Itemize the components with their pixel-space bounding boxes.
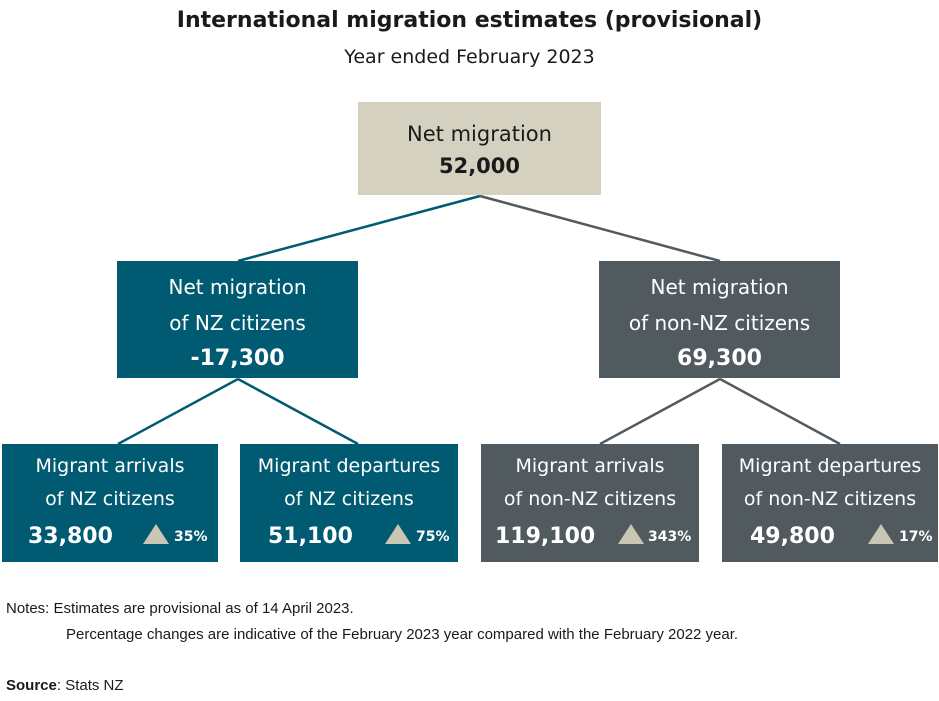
non-nz-departures-change: 17% [899,529,933,545]
nz-arrivals-box: Migrant arrivals of NZ citizens 33,800 3… [2,444,218,562]
connector-nz-departures [237,377,359,446]
connector-root-non-nz [479,194,721,263]
nz-arrivals-value: 33,800 [28,524,113,549]
diagram-title: International migration estimates (provi… [176,8,763,33]
source-label: Source [6,677,57,694]
non-nz-arrivals-value: 119,100 [495,524,596,549]
nz-arrivals-label-line2: of NZ citizens [45,488,175,510]
connector-root-nz [237,194,481,263]
increase-triangle-icon [143,524,169,544]
connector-nz-arrivals [117,377,239,446]
nz-departures-box: Migrant departures of NZ citizens 51,100… [240,444,458,562]
non-nz-arrivals-label-line2: of non-NZ citizens [503,488,677,510]
diagram-subtitle: Year ended February 2023 [344,46,595,68]
net-migration-box: Net migration 52,000 [358,102,601,195]
increase-triangle-icon [618,524,644,544]
notes: Notes: Estimates are provisional as of 1… [6,596,738,648]
source-credit: Source: Stats NZ [6,677,124,694]
non-nz-departures-box: Migrant departures of non-NZ citizens 49… [722,444,938,562]
non-nz-citizens-box: Net migration of non-NZ citizens 69,300 [599,261,840,378]
nz-arrivals-label-line1: Migrant arrivals [35,455,185,477]
non-nz-citizens-value: 69,300 [677,346,762,371]
net-migration-label: Net migration [407,122,552,146]
increase-triangle-icon [385,524,411,544]
nz-departures-change: 75% [416,529,450,545]
non-nz-departures-label-line2: of non-NZ citizens [743,488,917,510]
net-migration-value: 52,000 [438,154,521,178]
notes-line-1: Notes: Estimates are provisional as of 1… [6,600,354,617]
connector-non-nz-arrivals [599,377,721,446]
non-nz-arrivals-box: Migrant arrivals of non-NZ citizens 119,… [481,444,699,562]
non-nz-departures-value: 49,800 [750,524,835,549]
non-nz-citizens-label-line1: Net migration [650,275,789,299]
nz-arrivals-change: 35% [174,529,208,545]
nz-citizens-label-line1: Net migration [168,275,307,299]
nz-departures-value: 51,100 [268,524,353,549]
nz-citizens-box: Net migration of NZ citizens -17,300 [117,261,358,378]
nz-departures-label-line1: Migrant departures [257,455,441,477]
nz-departures-label-line2: of NZ citizens [284,488,414,510]
non-nz-arrivals-label-line1: Migrant arrivals [515,455,665,477]
non-nz-departures-label-line1: Migrant departures [738,455,922,477]
nz-citizens-value: -17,300 [190,346,285,371]
connector-non-nz-departures [719,377,841,446]
non-nz-citizens-label-line2: of non-NZ citizens [628,311,811,335]
non-nz-arrivals-change: 343% [648,529,692,545]
source-text: : Stats NZ [56,677,124,694]
nz-citizens-label-line2: of NZ citizens [169,311,306,335]
notes-line-2: Percentage changes are indicative of the… [66,626,739,643]
increase-triangle-icon [868,524,894,544]
